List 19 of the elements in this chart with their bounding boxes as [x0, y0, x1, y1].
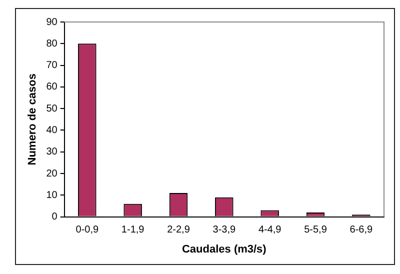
- y-tick-label: 20: [46, 168, 58, 180]
- y-axis-title: Numero de casos: [26, 74, 39, 166]
- x-axis-title: Caudales (m3/s): [182, 243, 267, 256]
- y-tick-label: 30: [46, 146, 58, 158]
- x-tick-label: 6-6,9: [350, 224, 373, 236]
- x-tick-label: 4-4,9: [258, 224, 282, 236]
- x-tick-label: 1-1,9: [121, 224, 145, 236]
- y-tick-label: 40: [46, 124, 58, 136]
- y-tick-label: 50: [46, 103, 58, 114]
- y-tick-label: 10: [46, 190, 58, 201]
- y-tick-label: 70: [46, 60, 58, 72]
- x-tick-label: 5-5,9: [304, 224, 328, 236]
- y-tick-label: 0: [52, 212, 58, 223]
- y-tick-label: 80: [46, 38, 58, 50]
- y-tick-label: 60: [46, 82, 58, 93]
- y-tick-label: 90: [46, 16, 58, 28]
- x-tick-label: 0-0,9: [76, 224, 99, 236]
- x-tick-label: 2-2,9: [167, 224, 190, 236]
- x-tick-label: 3-3,9: [212, 224, 236, 236]
